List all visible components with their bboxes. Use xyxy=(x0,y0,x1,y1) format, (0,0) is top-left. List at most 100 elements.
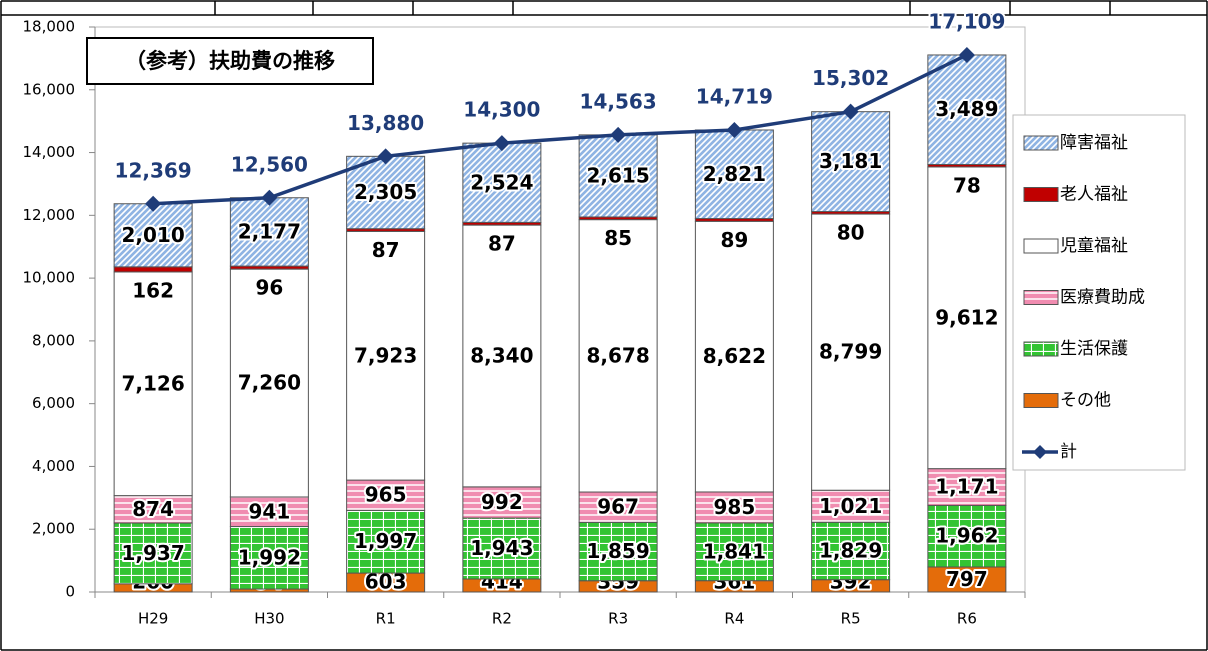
total-label: 12,369 xyxy=(115,158,192,182)
x-tick-label: R1 xyxy=(376,610,396,628)
bar-segment xyxy=(927,566,1007,593)
bar-segment xyxy=(811,111,891,213)
total-marker xyxy=(261,189,278,206)
value-label: 80 xyxy=(837,221,865,245)
value-label: 967 xyxy=(597,495,639,519)
bar-segment xyxy=(229,197,309,267)
value-label: 1,992 xyxy=(238,545,301,569)
bar-segment xyxy=(229,496,309,528)
bar-segment xyxy=(113,271,193,497)
bar-segment xyxy=(113,495,193,524)
value-label: 78 xyxy=(953,173,981,197)
value-label: 1,943 xyxy=(470,536,533,560)
bar-segment xyxy=(113,203,193,268)
total-line xyxy=(153,53,968,206)
value-label: 7,923 xyxy=(354,343,417,367)
x-tick-label: R5 xyxy=(841,610,861,628)
bar-segment xyxy=(811,213,891,491)
total-label: 14,719 xyxy=(696,84,773,108)
legend-label: 計 xyxy=(1060,442,1077,462)
bar-segment xyxy=(694,522,774,582)
bar-segment xyxy=(927,166,1007,470)
bar-segment xyxy=(811,521,891,581)
value-label: 89 xyxy=(720,228,748,252)
x-tick-label: R3 xyxy=(608,610,628,628)
bar-segment xyxy=(229,268,309,498)
value-label: 941 xyxy=(249,499,291,523)
legend-swatch xyxy=(1023,290,1059,305)
bar-segment xyxy=(113,522,193,585)
bar-segment xyxy=(694,129,774,220)
legend-label: 児童福祉 xyxy=(1060,236,1128,256)
y-tick-label: 18,000 xyxy=(23,18,76,36)
y-tick-label: 2,000 xyxy=(32,520,75,538)
chart-title: （参考）扶助費の推移 xyxy=(125,49,335,73)
total-marker xyxy=(610,126,627,143)
x-tick-label: H29 xyxy=(138,610,168,628)
bar-segment xyxy=(578,219,658,493)
bar-segment xyxy=(346,155,426,230)
legend-swatch xyxy=(1023,135,1059,151)
value-label: 874 xyxy=(132,497,174,521)
value-label: 87 xyxy=(372,238,400,262)
value-label: 2,821 xyxy=(703,162,766,186)
value-label: 797 xyxy=(946,567,988,591)
bar-segment xyxy=(927,54,1007,165)
total-label: 14,563 xyxy=(580,89,657,113)
total-label: 15,302 xyxy=(812,66,889,90)
x-tick-label: R6 xyxy=(957,610,977,628)
y-tick-label: 10,000 xyxy=(23,269,76,287)
bar-segment xyxy=(113,266,193,273)
bar-segment xyxy=(462,486,542,519)
marks: 0 2,000 4,000 6,000 8,000 10,000 12,000 14,000 1… xyxy=(23,7,1026,628)
total-marker xyxy=(726,121,743,138)
value-label: 3,489 xyxy=(935,97,998,121)
total-label: 12,560 xyxy=(231,152,308,176)
value-label: 1,997 xyxy=(354,529,417,553)
value-label: 9,612 xyxy=(935,305,998,329)
total-marker xyxy=(842,103,859,120)
value-label: 2,305 xyxy=(354,180,417,204)
x-tick-label: R2 xyxy=(492,610,512,628)
y-tick-label: 16,000 xyxy=(23,80,76,98)
bar-segment xyxy=(578,134,658,218)
value-label: 992 xyxy=(481,490,523,514)
y-tick-label: 14,000 xyxy=(23,143,76,161)
total-label: 14,300 xyxy=(463,98,540,122)
legend-label: 老人福祉 xyxy=(1060,185,1128,205)
bar-segment xyxy=(346,509,426,574)
value-label: 1,021 xyxy=(819,494,882,518)
legend-swatch xyxy=(1023,341,1059,357)
value-label: 85 xyxy=(604,226,632,250)
total-label: 13,880 xyxy=(347,111,424,135)
bar-segment xyxy=(694,220,774,493)
value-label: 162 xyxy=(132,278,174,302)
x-tick-label: R4 xyxy=(724,610,744,628)
value-label: 1,841 xyxy=(703,539,766,563)
total-marker xyxy=(958,46,975,63)
value-label: 96 xyxy=(255,276,283,300)
value-label: 1,171 xyxy=(935,475,998,499)
y-tick-label: 12,000 xyxy=(23,206,76,224)
bar-segment xyxy=(462,517,542,580)
bar-segment xyxy=(927,504,1007,568)
value-label: 965 xyxy=(365,483,407,507)
legend-marker xyxy=(1033,445,1047,459)
bar-segment xyxy=(811,489,891,523)
x-tick-label: H30 xyxy=(254,610,284,628)
legend-swatch xyxy=(1023,238,1059,254)
legend-swatch xyxy=(1023,187,1059,202)
total-label: 17,109 xyxy=(928,9,1005,33)
value-label: 1,937 xyxy=(121,541,184,565)
value-label: 985 xyxy=(714,495,756,519)
y-tick-label: 4,000 xyxy=(32,457,75,475)
y-tick-label: 8,000 xyxy=(32,331,75,349)
value-label: 7,260 xyxy=(238,371,301,395)
total-marker xyxy=(377,148,394,165)
value-label: 8,799 xyxy=(819,340,882,364)
value-label: 1,829 xyxy=(819,538,882,562)
value-label: 87 xyxy=(488,232,516,256)
legend-label: その他 xyxy=(1060,391,1111,411)
